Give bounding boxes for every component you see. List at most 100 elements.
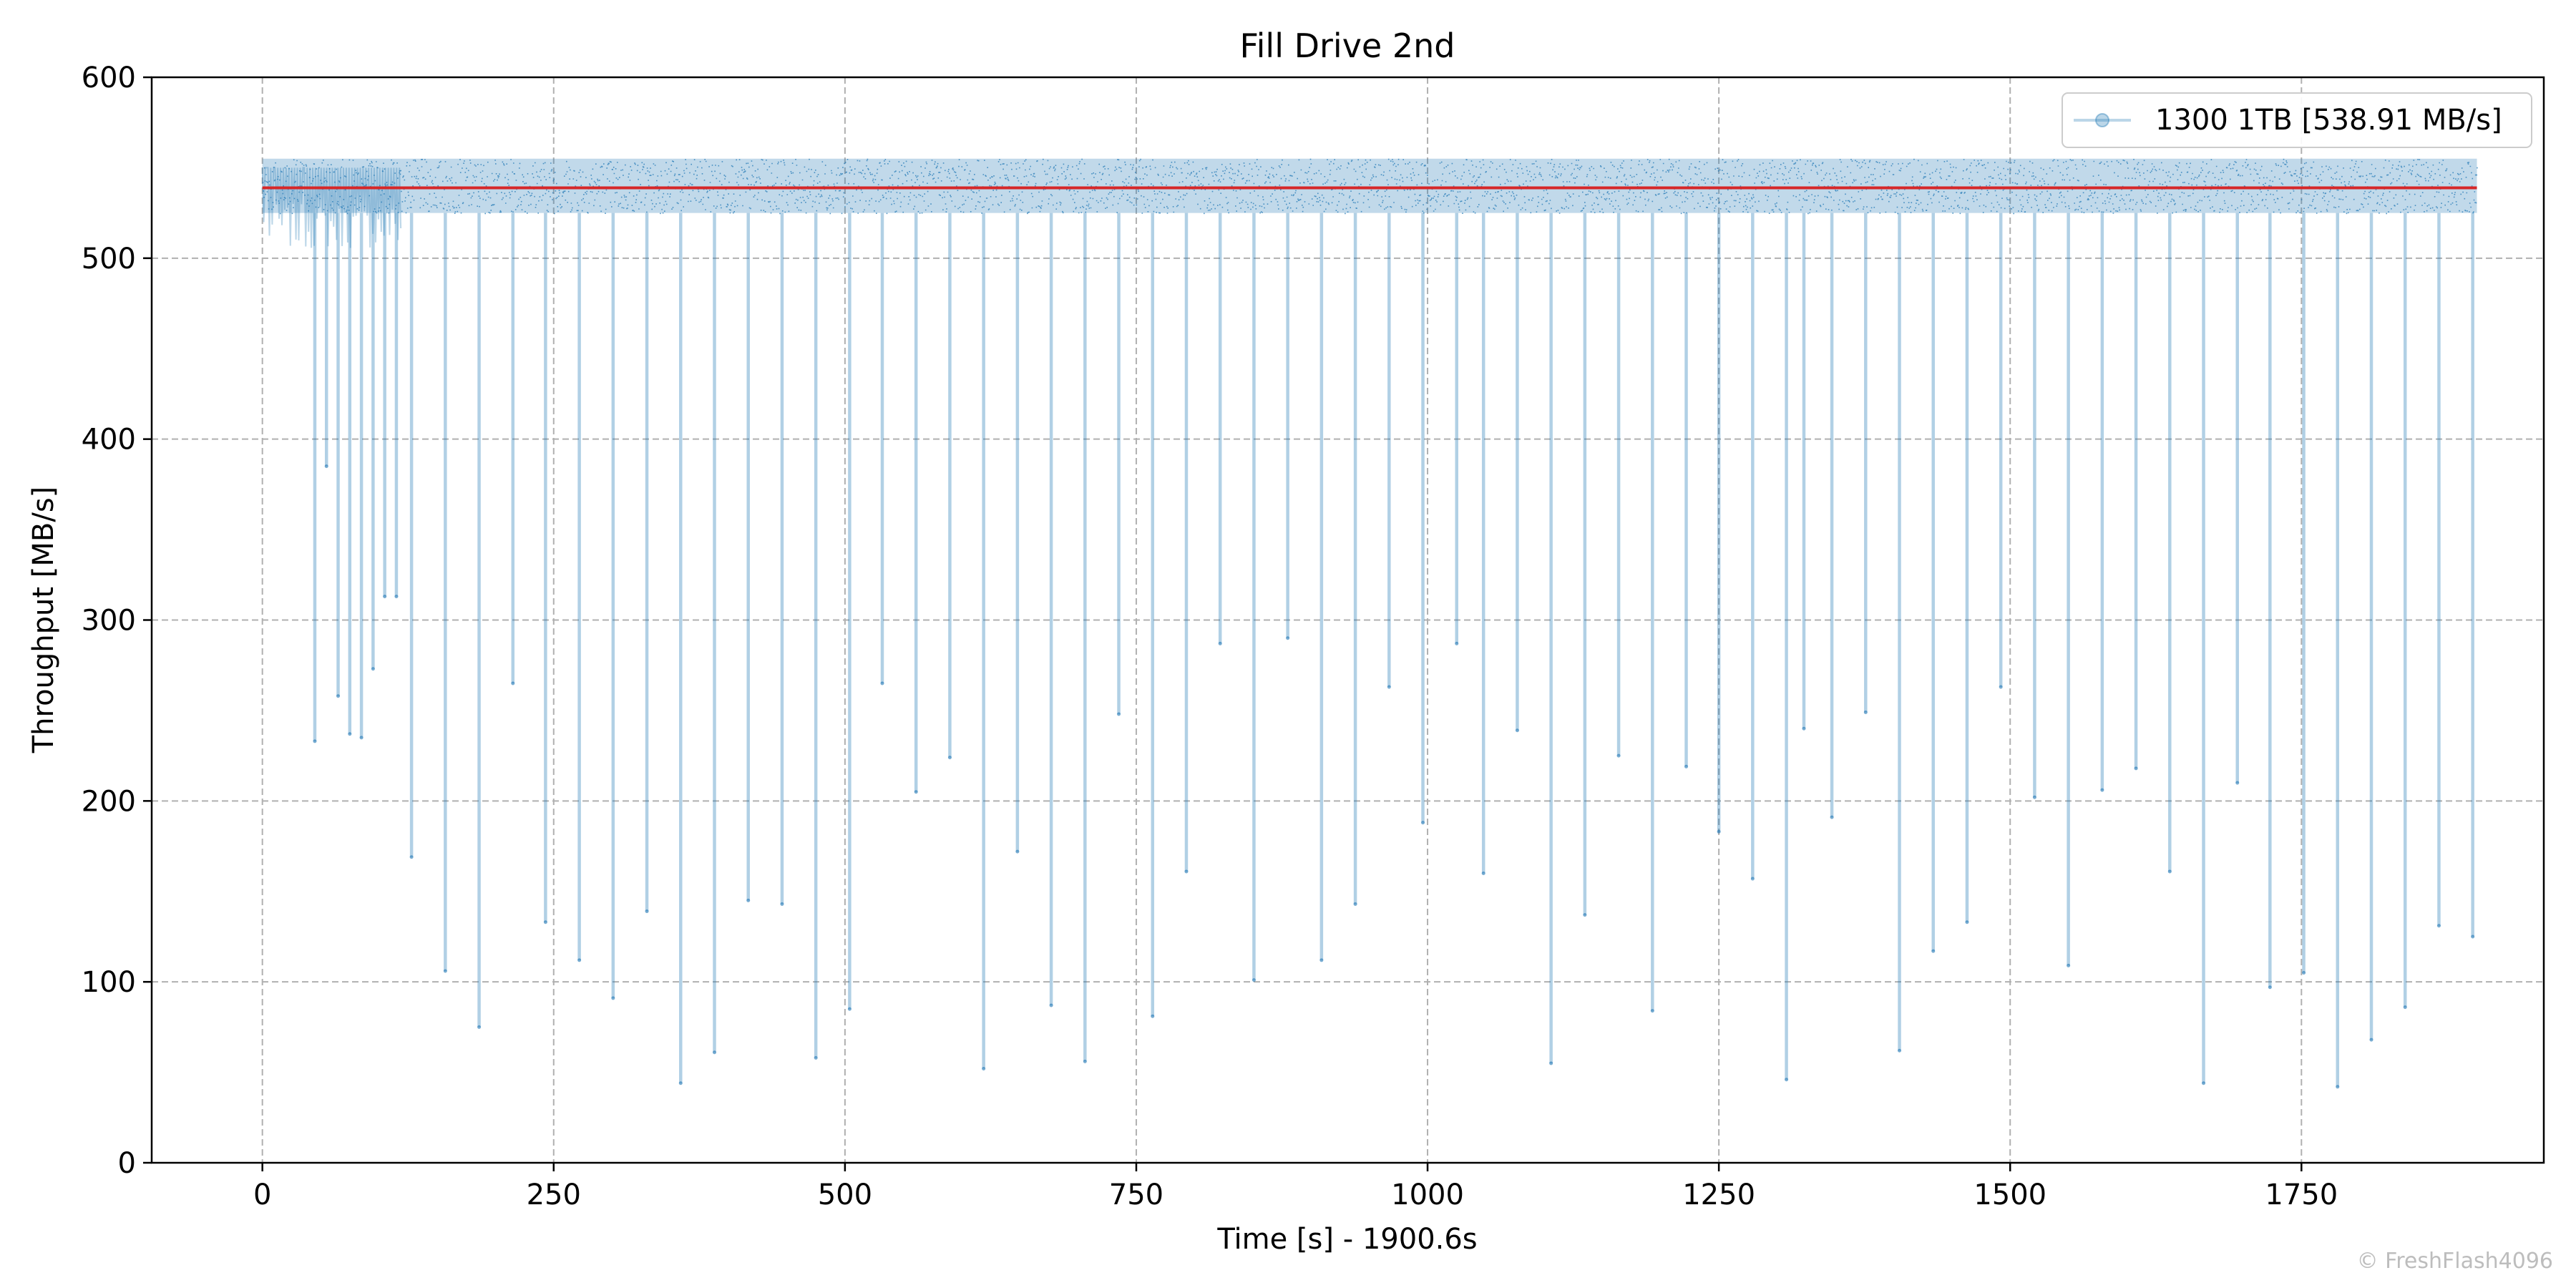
series-dip-point	[394, 595, 399, 599]
series-dip-point	[1898, 1048, 1902, 1053]
series-dip-point	[409, 855, 414, 859]
series-dip-point	[1083, 1059, 1087, 1063]
series-dip-point	[1802, 726, 1806, 731]
y-tick-label: 300	[82, 605, 136, 638]
series-dip-point	[2235, 781, 2240, 785]
series-dip-point	[1650, 1009, 1654, 1013]
series-dip-point	[577, 958, 582, 962]
series-dip-point	[2471, 935, 2475, 939]
series-dip-point	[511, 681, 515, 686]
series-layer	[261, 158, 2478, 1089]
x-tick-label: 500	[818, 1179, 872, 1211]
series-dip-point	[1965, 920, 1969, 924]
y-tick-label: 400	[82, 424, 136, 457]
x-tick-label: 1500	[1974, 1179, 2046, 1211]
series-trace-band	[262, 158, 2477, 213]
series-dip-point	[847, 1007, 852, 1011]
series-dip-point	[1999, 685, 2003, 689]
series-dip-point	[1830, 815, 1834, 819]
y-tick-label: 0	[118, 1147, 136, 1180]
series-dip-point	[2302, 971, 2306, 975]
series-dip-point	[2202, 1081, 2206, 1085]
series-dip-point	[1218, 641, 1222, 645]
series-dip-point	[1931, 949, 1936, 953]
series-dip-point	[880, 681, 884, 686]
x-tick-label: 750	[1109, 1179, 1163, 1211]
series-dip-point	[2032, 795, 2036, 799]
series-dip-point	[2268, 985, 2272, 990]
series-dip-point	[1549, 1061, 1553, 1065]
series-dip-point	[780, 902, 784, 906]
x-tick-label: 0	[253, 1179, 271, 1211]
series-dip-point	[1684, 764, 1689, 769]
watermark: © FreshFlash4096	[2357, 1249, 2553, 1274]
y-tick-label: 600	[82, 62, 136, 94]
series-dip-point	[1015, 849, 1020, 854]
series-dip-point	[1353, 902, 1357, 906]
series-dip-point	[2100, 788, 2104, 792]
series-dip-point	[611, 996, 615, 1000]
series-dip-point	[1616, 753, 1621, 758]
series-dip-point	[1583, 913, 1587, 917]
series-dip-point	[746, 898, 751, 902]
series-dip-point	[982, 1067, 986, 1071]
series-dip-point	[543, 920, 547, 924]
series-dip-point	[1049, 1003, 1053, 1008]
series-dip-point	[313, 739, 317, 743]
series-dip-point	[2134, 766, 2138, 771]
series-dip-point	[443, 969, 447, 973]
x-tick-label: 250	[527, 1179, 581, 1211]
series-dip-point	[1785, 1078, 1789, 1082]
series-dip-point	[947, 756, 952, 760]
y-tick-label: 100	[82, 966, 136, 999]
series-dip-point	[1455, 641, 1459, 645]
series-dip-point	[2369, 1038, 2373, 1042]
legend-box	[2062, 92, 2532, 148]
series-dip-point	[2167, 869, 2172, 874]
series-dip-point	[2067, 963, 2071, 967]
series-dip-point	[1151, 1014, 1155, 1018]
series-dip-point	[324, 464, 328, 469]
legend-series-label: 1300 1TB [538.91 MB/s]	[2155, 104, 2502, 137]
y-axis-label: Throughput [MB/s]	[27, 487, 60, 754]
axis-ticks: 0 250 500 750 1000 1250 1500 1750 0 100 200 300 400 5…	[82, 62, 2338, 1211]
series-dip-point	[1184, 869, 1189, 874]
series-dip-point	[383, 595, 387, 599]
x-tick-label: 1000	[1391, 1179, 1464, 1211]
series-dip-point	[477, 1025, 482, 1029]
series-dip-point	[1387, 685, 1391, 689]
series-dip-point	[1319, 958, 1324, 962]
series-dip-point	[1515, 728, 1519, 733]
x-tick-label: 1250	[1682, 1179, 1755, 1211]
x-tick-label: 1750	[2265, 1179, 2338, 1211]
series-dip-point	[1421, 821, 1425, 825]
legend-series-marker	[2095, 113, 2109, 127]
series-dip-point	[1750, 877, 1755, 881]
series-dip-point	[371, 667, 375, 671]
series-dip-point	[712, 1050, 716, 1055]
series-dip-point	[2436, 924, 2441, 928]
series-data-points	[262, 158, 2478, 215]
series-dip-point	[1717, 829, 1721, 834]
series-dip-point	[1286, 636, 1290, 640]
x-axis-label: Time [s] - 1900.6s	[1216, 1223, 1477, 1256]
series-dip-point	[1481, 871, 1485, 875]
series-dip-point	[914, 790, 918, 794]
chart-title: Fill Drive 2nd	[1240, 26, 1455, 65]
y-tick-label: 500	[82, 243, 136, 275]
series-dip-point	[1252, 978, 1256, 982]
series-dip-point	[336, 694, 341, 698]
series-dip-point	[348, 732, 352, 736]
series-dip-point	[645, 909, 649, 914]
series-dip-point	[2336, 1085, 2340, 1089]
series-dip-point	[1117, 712, 1121, 716]
y-tick-label: 200	[82, 785, 136, 818]
series-dip-point	[1863, 710, 1868, 714]
series-dip-point	[678, 1081, 683, 1085]
series-dip-point	[2403, 1005, 2407, 1010]
legend: 1300 1TB [538.91 MB/s]	[2062, 92, 2532, 148]
series-dip-point	[359, 736, 364, 740]
series-dip-point	[814, 1055, 818, 1060]
